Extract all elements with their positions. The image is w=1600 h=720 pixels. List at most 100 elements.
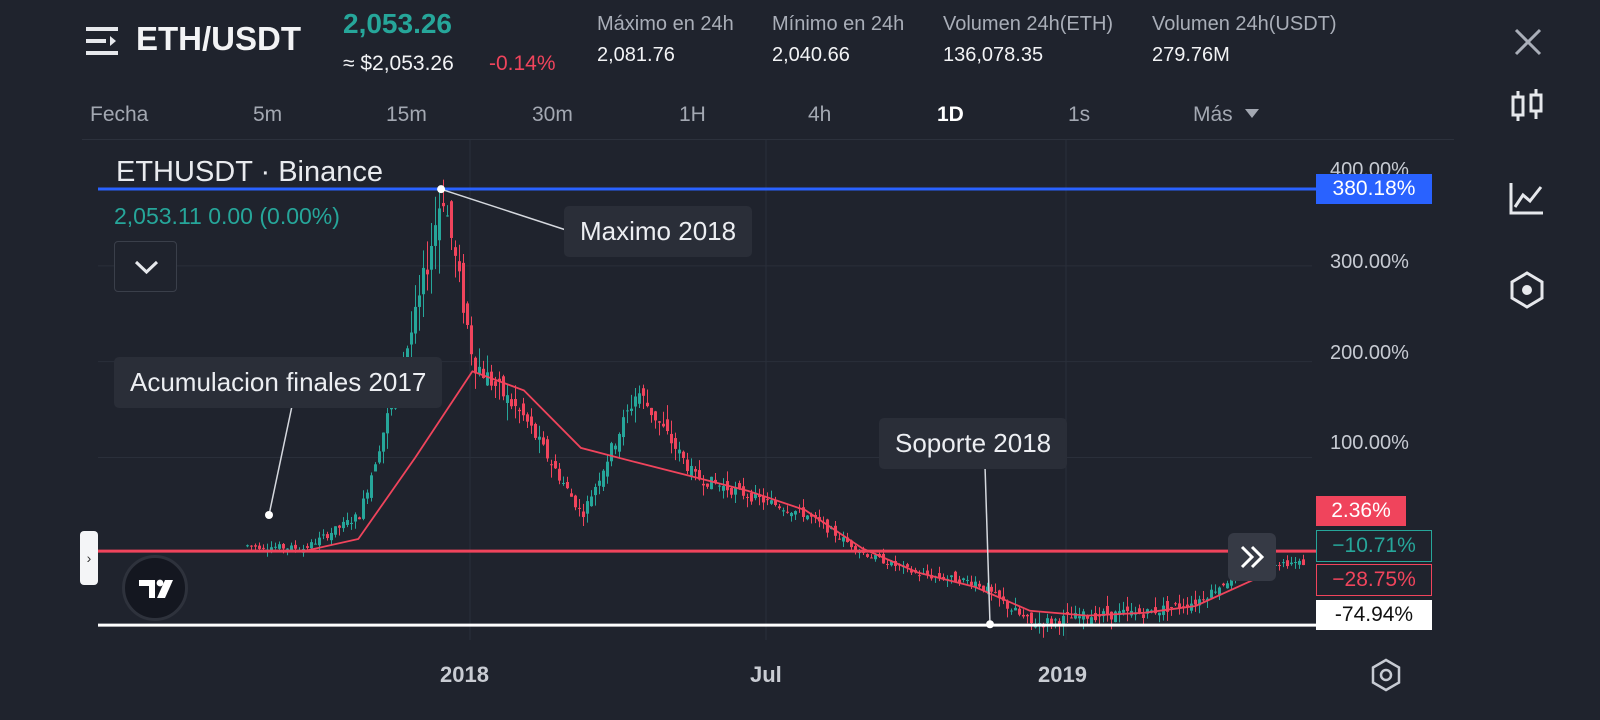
- candle-body: [694, 469, 697, 472]
- candle-body: [770, 500, 773, 504]
- candle-body: [382, 432, 385, 452]
- candle-body: [622, 417, 625, 438]
- candle-body: [554, 461, 557, 469]
- candle-body: [910, 570, 913, 573]
- object-icon[interactable]: [1505, 268, 1549, 312]
- candle-body: [866, 554, 869, 557]
- candle-body: [1106, 605, 1109, 616]
- tf-4h[interactable]: 4h: [808, 103, 832, 126]
- annotation-acumulacion[interactable]: Acumulacion finales 2017: [114, 357, 443, 408]
- candle-body: [1026, 614, 1029, 617]
- settings-icon[interactable]: [1368, 657, 1404, 693]
- stat-vol-eth-value: 136,078.35: [943, 44, 1044, 66]
- candles-icon[interactable]: [1505, 85, 1549, 129]
- candle-body: [690, 465, 693, 478]
- candle-body: [262, 547, 265, 549]
- candle-body: [458, 261, 461, 272]
- tradingview-logo[interactable]: [122, 555, 188, 621]
- tf-1h[interactable]: 1H: [679, 103, 706, 126]
- candle-body: [782, 510, 785, 512]
- annotation-max-2018[interactable]: Maximo 2018: [564, 206, 753, 257]
- x-tick-label: 2019: [1038, 662, 1087, 687]
- y-tick-label: 100.00%: [1330, 432, 1409, 454]
- candle-body: [630, 408, 633, 412]
- tf-more[interactable]: Más: [1193, 103, 1233, 126]
- tf-1s[interactable]: 1s: [1068, 103, 1091, 126]
- stat-high-value: 2,081.76: [597, 44, 675, 66]
- candle-body: [710, 476, 713, 490]
- candle-body: [470, 325, 473, 355]
- candle-body: [278, 544, 281, 549]
- candle-body: [718, 485, 721, 487]
- tradingview-logo-mark: [139, 579, 173, 598]
- candle-body: [790, 512, 793, 517]
- annotation-soporte[interactable]: Soporte 2018: [879, 418, 1068, 469]
- candle-body: [430, 246, 433, 270]
- candle-body: [522, 403, 525, 416]
- candle-body: [282, 543, 285, 549]
- candle-body: [926, 570, 929, 576]
- candle-body: [1142, 614, 1145, 618]
- tf-fecha[interactable]: Fecha: [90, 103, 149, 126]
- stat-vol-usdt-label: Volumen 24h(USDT): [1152, 13, 1337, 35]
- candle-body: [254, 545, 257, 547]
- price-usd: ≈ $2,053.26: [343, 52, 454, 75]
- candle-body: [974, 581, 977, 588]
- left-drawer-handle[interactable]: ›: [80, 531, 98, 585]
- candle-body: [626, 410, 629, 412]
- candle-body: [1202, 599, 1205, 601]
- candle-body: [850, 540, 853, 548]
- candle-body: [654, 411, 657, 421]
- close-icon[interactable]: [1508, 22, 1548, 62]
- candle-body: [774, 500, 777, 506]
- candle-body: [1006, 600, 1009, 609]
- candle-body: [1046, 618, 1049, 624]
- indicator-icon[interactable]: [1505, 177, 1549, 221]
- candle-body: [846, 537, 849, 543]
- candle-body: [1286, 560, 1289, 567]
- candle-body: [698, 470, 701, 480]
- acumulacion-connector: [268, 405, 293, 516]
- candle-body: [666, 419, 669, 432]
- candle-body: [538, 436, 541, 440]
- candle-body: [386, 413, 389, 434]
- scroll-to-realtime-button[interactable]: [1228, 533, 1276, 581]
- candle-body: [246, 545, 249, 547]
- candle-body: [290, 545, 293, 551]
- pair-title[interactable]: ETH/USDT: [136, 20, 301, 57]
- menu-icon[interactable]: [86, 24, 120, 58]
- candle-body: [1054, 619, 1057, 621]
- candle-body: [978, 583, 981, 587]
- candle-body: [618, 434, 621, 452]
- candle-body: [738, 483, 741, 489]
- tf-1d[interactable]: 1D: [937, 103, 964, 126]
- candle-body: [1034, 626, 1037, 628]
- candle-body: [614, 445, 617, 450]
- candle-body: [962, 578, 965, 581]
- candle-body: [306, 546, 309, 548]
- candle-body: [1138, 608, 1141, 614]
- tf-30m[interactable]: 30m: [532, 103, 573, 126]
- candle-body: [1018, 608, 1021, 615]
- candle-body: [330, 532, 333, 541]
- candle-body: [294, 544, 297, 549]
- legend-toggle-button[interactable]: [114, 241, 177, 292]
- stat-vol-eth-label: Volumen 24h(ETH): [943, 13, 1114, 35]
- candle-body: [322, 534, 325, 536]
- caret-down-icon[interactable]: [1244, 108, 1260, 120]
- candle-body: [874, 555, 877, 560]
- candle-body: [258, 545, 261, 549]
- candle-body: [742, 486, 745, 496]
- candle-body: [998, 590, 1001, 599]
- tf-15m[interactable]: 15m: [386, 103, 427, 126]
- candle-body: [918, 575, 921, 577]
- candle-body: [762, 496, 765, 503]
- tf-5m[interactable]: 5m: [253, 103, 283, 126]
- candle-body: [646, 402, 649, 407]
- candle-body: [1122, 609, 1125, 613]
- candle-body: [1194, 599, 1197, 605]
- candle-body: [1294, 562, 1297, 564]
- candle-body: [446, 215, 449, 217]
- candle-body: [338, 525, 341, 528]
